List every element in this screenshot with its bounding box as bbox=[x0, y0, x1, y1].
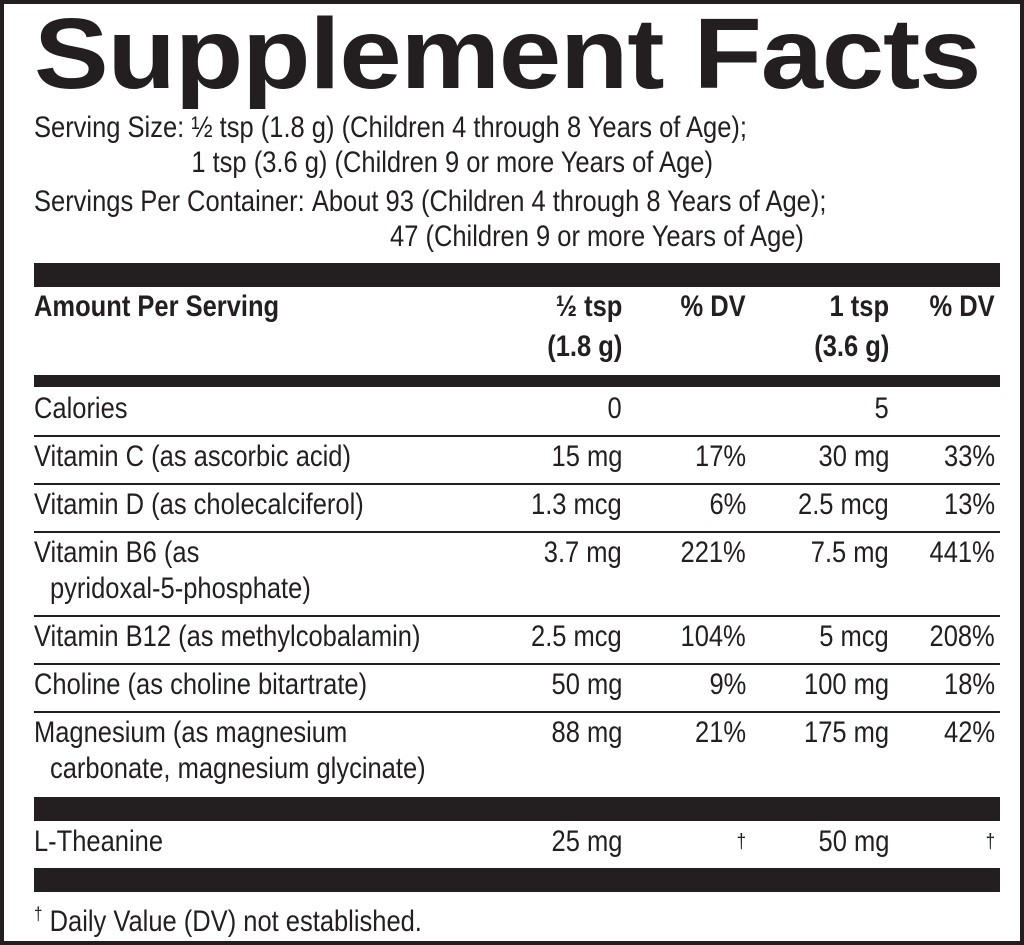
servings-label: Servings Per Container: bbox=[34, 185, 305, 218]
serving-size-line: 1 tsp (3.6 g) (Children 9 or more Years … bbox=[191, 146, 713, 179]
nutrient-name: Vitamin B12 (as methylcobalamin) bbox=[34, 620, 421, 653]
amount-cell: † bbox=[985, 831, 995, 853]
servings-line: 47 (Children 9 or more Years of Age) bbox=[390, 220, 804, 253]
nutrient-name: Vitamin C (as ascorbic acid) bbox=[34, 440, 351, 473]
amount-cell: 175 mg bbox=[803, 716, 889, 749]
amount-cell: 1.3 mcg bbox=[531, 488, 622, 521]
amount-cell: 104% bbox=[680, 620, 746, 653]
row-rule bbox=[34, 615, 1000, 617]
thick-bar bbox=[34, 375, 1000, 387]
amount-cell: 6% bbox=[709, 488, 746, 521]
amount-cell: % DV bbox=[929, 290, 995, 323]
amount-cell: 208% bbox=[929, 620, 995, 653]
amount-cell: 33% bbox=[943, 440, 995, 473]
servings-per-container: Servings Per Container: About 93 (Childr… bbox=[34, 184, 826, 254]
row-rule bbox=[34, 711, 1000, 713]
footnote-symbol: † bbox=[34, 904, 43, 924]
servings-line: About 93 (Children 4 through 8 Years of … bbox=[311, 185, 827, 218]
amount-cell: 88 mg bbox=[551, 716, 622, 749]
row-rule bbox=[34, 435, 1000, 437]
serving-size-label: Serving Size: bbox=[34, 111, 185, 144]
thick-bar bbox=[34, 868, 1000, 892]
amount-cell: 441% bbox=[929, 536, 995, 569]
amount-cell: 13% bbox=[943, 488, 995, 521]
serving-size-line: ½ tsp (1.8 g) (Children 4 through 8 Year… bbox=[191, 111, 748, 144]
amount-cell: 3.7 mg bbox=[544, 536, 622, 569]
amount-cell: (3.6 g) bbox=[813, 330, 889, 363]
amount-cell: 7.5 mg bbox=[811, 536, 889, 569]
row-rule bbox=[34, 663, 1000, 665]
amount-cell: 9% bbox=[709, 668, 746, 701]
nutrient-name: Choline (as choline bitartrate) bbox=[34, 668, 368, 701]
amount-cell: 100 mg bbox=[803, 668, 889, 701]
nutrient-name: Calories bbox=[34, 392, 128, 425]
thick-bar bbox=[34, 797, 1000, 821]
nutrient-name: pyridoxal-5-phosphate) bbox=[50, 572, 311, 605]
serving-info: Serving Size: ½ tsp (1.8 g) (Children 4 … bbox=[34, 110, 826, 254]
amount-cell: 15 mg bbox=[551, 440, 622, 473]
amount-cell: 0 bbox=[607, 392, 622, 425]
amount-cell: 2.5 mcg bbox=[531, 620, 622, 653]
amount-cell: 50 mg bbox=[551, 668, 622, 701]
amount-cell: 21% bbox=[694, 716, 746, 749]
nutrient-name: Vitamin D (as cholecalciferol) bbox=[34, 488, 364, 521]
thick-bar bbox=[34, 263, 1000, 287]
serving-size-lines: ½ tsp (1.8 g) (Children 4 through 8 Year… bbox=[191, 110, 747, 180]
nutrient-name: Magnesium (as magnesium bbox=[34, 716, 348, 749]
serving-size: Serving Size: ½ tsp (1.8 g) (Children 4 … bbox=[34, 110, 826, 180]
amount-cell: 5 mcg bbox=[819, 620, 889, 653]
amount-cell: 5 bbox=[874, 392, 889, 425]
footnote-text: Daily Value (DV) not established. bbox=[49, 905, 422, 938]
amount-cell: 25 mg bbox=[551, 825, 622, 858]
nutrient-name: Amount Per Serving bbox=[34, 290, 280, 323]
amount-cell: 50 mg bbox=[818, 825, 889, 858]
amount-cell: % DV bbox=[680, 290, 746, 323]
nutrient-name: Vitamin B6 (as bbox=[34, 536, 200, 569]
amount-cell: 17% bbox=[694, 440, 746, 473]
amount-cell: 42% bbox=[943, 716, 995, 749]
nutrient-name: L-Theanine bbox=[34, 825, 164, 858]
servings-lines: About 93 (Children 4 through 8 Years of … bbox=[312, 184, 827, 254]
footnote: † Daily Value (DV) not established. bbox=[34, 896, 422, 938]
amount-cell: 1 tsp bbox=[829, 290, 889, 323]
amount-cell: † bbox=[736, 831, 746, 853]
amount-cell: 2.5 mcg bbox=[798, 488, 889, 521]
amount-cell: (1.8 g) bbox=[546, 330, 622, 363]
amount-cell: 221% bbox=[680, 536, 746, 569]
row-rule bbox=[34, 483, 1000, 485]
row-rule bbox=[34, 531, 1000, 533]
amount-cell: ½ tsp bbox=[555, 290, 622, 323]
amount-cell: 18% bbox=[943, 668, 995, 701]
nutrient-name: carbonate, magnesium glycinate) bbox=[50, 752, 426, 785]
title: Supplement Facts bbox=[34, 0, 981, 110]
amount-cell: 30 mg bbox=[818, 440, 889, 473]
